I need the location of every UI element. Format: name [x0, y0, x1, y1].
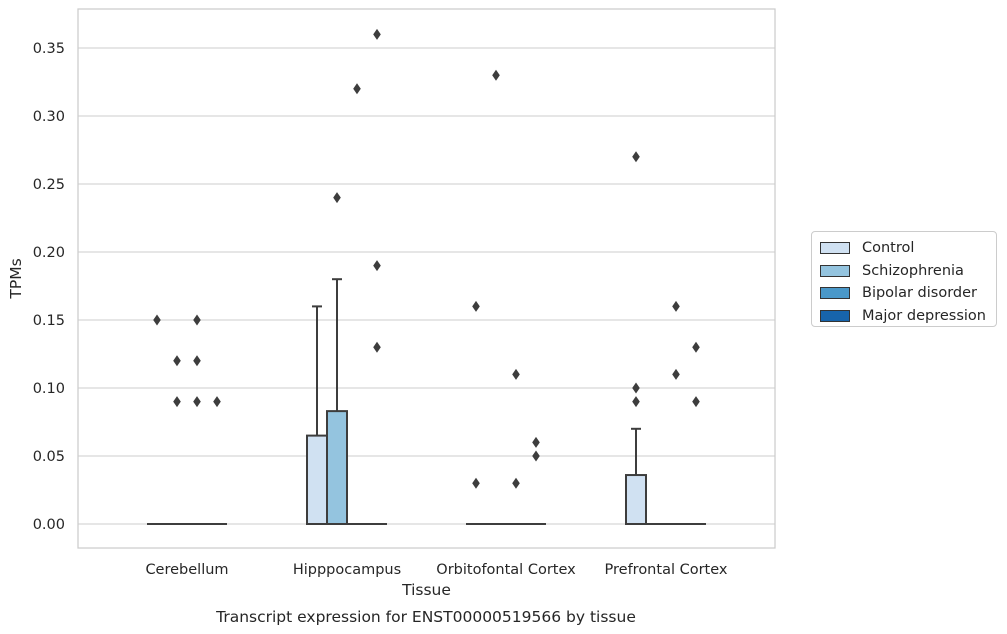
box-bipolar-disorder — [506, 368, 526, 525]
legend-swatch — [820, 287, 850, 300]
legend-swatch — [820, 242, 850, 255]
outlier-point — [632, 151, 640, 163]
outlier-point — [512, 368, 520, 380]
y-tick-label: 0.15 — [33, 313, 65, 329]
outlier-point — [632, 382, 640, 394]
grid-lines — [78, 47, 775, 525]
legend-label: Bipolar disorder — [862, 285, 977, 302]
y-axis-label: TPMs — [7, 258, 25, 299]
y-tick-label: 0.00 — [33, 517, 65, 533]
legend-item: Major depression — [818, 305, 990, 328]
box-control — [466, 300, 486, 525]
outlier-point — [492, 69, 500, 81]
legend-item: Control — [818, 237, 990, 260]
box-major-depression — [526, 436, 546, 525]
y-tick-label: 0.10 — [33, 381, 65, 397]
box-body — [625, 474, 647, 526]
outlier-point — [373, 341, 381, 353]
outlier-point — [632, 396, 640, 408]
box-control — [306, 305, 328, 526]
outlier-point — [173, 396, 181, 408]
outlier-point — [353, 83, 361, 95]
legend-item: Schizophrenia — [818, 260, 990, 283]
legend-label: Control — [862, 240, 915, 257]
outlier-point — [472, 300, 480, 312]
box-body — [306, 434, 328, 526]
legend-item: Bipolar disorder — [818, 282, 990, 305]
outlier-point — [193, 355, 201, 367]
box-schizophrenia — [486, 69, 506, 525]
outlier-point — [672, 368, 680, 380]
x-tick-label: Cerebellum — [145, 562, 228, 578]
chart-title: Transcript expression for ENST0000051956… — [215, 608, 636, 626]
y-tick-label: 0.35 — [33, 41, 65, 57]
outlier-point — [672, 300, 680, 312]
box-control — [147, 314, 167, 525]
boxes — [147, 28, 706, 526]
outlier-point — [532, 450, 540, 462]
outlier-point — [692, 396, 700, 408]
box-schizophrenia — [167, 355, 187, 525]
legend-swatch — [820, 309, 850, 322]
y-tick-label: 0.30 — [33, 109, 65, 125]
y-tick-label: 0.20 — [33, 245, 65, 261]
box-major-depression — [686, 341, 706, 525]
outlier-point — [373, 260, 381, 272]
box-bipolar-disorder — [666, 300, 686, 525]
x-tick-label: Hipppocampus — [293, 562, 401, 578]
box-body — [326, 410, 348, 525]
y-tick-label: 0.25 — [33, 177, 65, 193]
box-schizophrenia — [326, 192, 348, 525]
outlier-point — [153, 314, 161, 326]
legend-label: Schizophrenia — [862, 262, 964, 279]
legend-label: Major depression — [862, 307, 986, 324]
y-axis: 0.00 0.05 0.10 0.15 0.20 0.25 0.30 0.35 — [33, 41, 65, 533]
outlier-point — [532, 436, 540, 448]
outlier-point — [193, 314, 201, 326]
outlier-point — [213, 396, 221, 408]
outlier-point — [173, 355, 181, 367]
outlier-point — [512, 477, 520, 489]
x-axis-label: Tissue — [401, 581, 451, 599]
x-tick-label: Prefrontal Cortex — [605, 562, 728, 578]
plot-area — [77, 8, 776, 549]
legend-swatch — [820, 264, 850, 277]
outlier-point — [692, 341, 700, 353]
outlier-point — [373, 28, 381, 40]
box-control — [625, 151, 647, 526]
y-tick-label: 0.05 — [33, 449, 65, 465]
box-major-depression — [367, 28, 387, 525]
x-axis: Cerebellum Hipppocampus Orbitofontal Corte… — [145, 562, 727, 578]
legend: Control Schizophrenia Bipolar disorder Majo… — [811, 231, 997, 327]
outlier-point — [193, 396, 201, 408]
box-bipolar-disorder — [347, 83, 367, 525]
outlier-point — [472, 477, 480, 489]
box-bipolar-disorder — [187, 314, 207, 525]
outlier-point — [333, 192, 341, 204]
x-tick-label: Orbitofontal Cortex — [436, 562, 576, 578]
box-major-depression — [207, 396, 227, 525]
